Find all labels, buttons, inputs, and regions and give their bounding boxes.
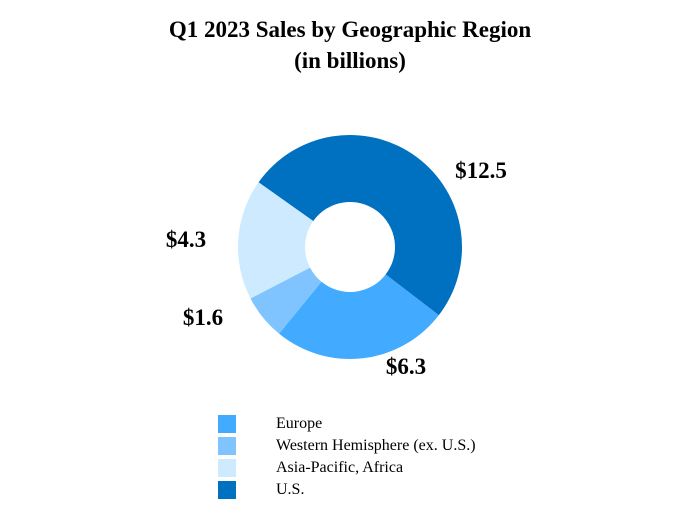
legend-swatch-us xyxy=(218,481,236,499)
data-label-europe: $6.3 xyxy=(386,354,426,379)
legend-label-us: U.S. xyxy=(276,481,305,498)
slice-western-hemisphere-ex-u-s xyxy=(250,267,322,334)
chart-title: Q1 2023 Sales by Geographic Region (in b… xyxy=(0,14,700,76)
slice-europe xyxy=(279,274,439,359)
legend-swatch-western-hemisphere xyxy=(218,437,236,455)
legend-item-europe: Europe xyxy=(218,413,476,435)
legend-item-western-hemisphere: Western Hemisphere (ex. U.S.) xyxy=(218,435,476,457)
data-label-u-s: $12.5 xyxy=(455,158,507,183)
slice-asia-pacific-africa xyxy=(238,182,314,299)
legend-label-asia-pacific-africa: Asia-Pacific, Africa xyxy=(276,459,404,476)
slice-u-s xyxy=(258,134,463,316)
chart-title-line: Q1 2023 Sales by Geographic Region xyxy=(168,17,532,42)
chart-subtitle: (in billions) xyxy=(294,48,406,73)
legend-swatch-europe xyxy=(218,415,236,433)
legend-swatch-asia-pacific-africa xyxy=(218,459,236,477)
legend: Europe Western Hemisphere (ex. U.S.) Asi… xyxy=(218,413,476,501)
legend-label-western-hemisphere: Western Hemisphere (ex. U.S.) xyxy=(276,437,476,454)
data-label-asia-pacific-africa: $4.3 xyxy=(166,227,206,252)
data-label-western-hemisphere-ex-u-s: $1.6 xyxy=(183,305,223,330)
legend-item-us: U.S. xyxy=(218,479,476,501)
legend-label-europe: Europe xyxy=(276,415,323,432)
legend-item-asia-pacific-africa: Asia-Pacific, Africa xyxy=(218,457,476,479)
